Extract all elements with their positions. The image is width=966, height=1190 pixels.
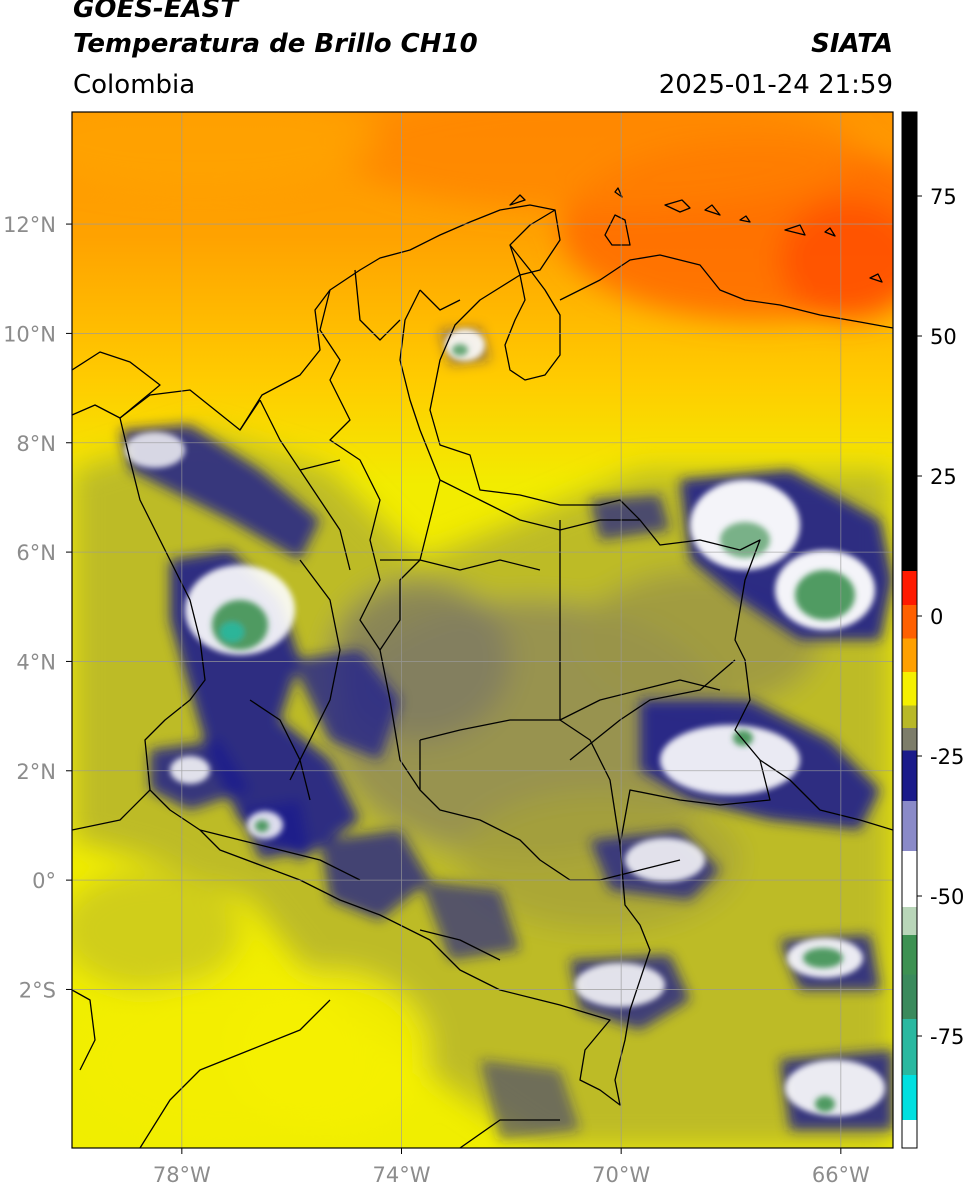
source-label: SIATA bbox=[811, 29, 893, 59]
colorbar-tick-label: 75 bbox=[930, 185, 957, 209]
region-label: Colombia bbox=[73, 70, 196, 100]
lat-tick-label: 2°S bbox=[19, 978, 56, 1002]
lat-tick-label: 6°N bbox=[16, 541, 56, 565]
lat-tick-label: 2°N bbox=[16, 760, 56, 784]
title-line-2: Temperatura de Brillo CH10 bbox=[73, 29, 478, 59]
country-borders bbox=[72, 187, 893, 1148]
timestamp: 2025-01-24 21:59 bbox=[658, 70, 893, 100]
brightness-temperature-field bbox=[72, 112, 893, 1148]
title-line-1: GOES-EAST bbox=[73, 0, 239, 24]
lat-tick-label: 4°N bbox=[16, 650, 56, 674]
colorbar-ramp bbox=[902, 112, 917, 1148]
colorbar-tick-label: 25 bbox=[930, 465, 957, 489]
colorbar-tick-label: -25 bbox=[930, 745, 964, 769]
lat-tick-label: 10°N bbox=[3, 322, 56, 346]
colorbar-tick-label: -75 bbox=[930, 1025, 964, 1049]
colorbar-tick-label: 0 bbox=[930, 605, 943, 629]
colorbar-tick-label: 50 bbox=[930, 325, 957, 349]
colorbar: 75 50 25 0 -25 -50 -75 bbox=[901, 111, 964, 1149]
lat-lon-gridlines bbox=[72, 112, 893, 1148]
lat-tick-label: 8°N bbox=[16, 432, 56, 456]
lat-tick-label: 0° bbox=[32, 869, 56, 893]
lon-tick-label: 78°W bbox=[153, 1163, 211, 1187]
latitude-ticks: 12°N 10°N 8°N 6°N 4°N 2°N 0° 2°S bbox=[3, 213, 72, 1002]
lon-tick-label: 70°W bbox=[592, 1163, 650, 1187]
lat-tick-label: 12°N bbox=[3, 213, 56, 237]
map-frame bbox=[71, 111, 894, 1149]
longitude-ticks: 78°W 74°W 70°W 66°W bbox=[153, 1148, 870, 1187]
colorbar-frame bbox=[901, 111, 918, 1149]
lon-tick-label: 66°W bbox=[812, 1163, 870, 1187]
lon-tick-label: 74°W bbox=[372, 1163, 430, 1187]
colorbar-tick-label: -50 bbox=[930, 885, 964, 909]
